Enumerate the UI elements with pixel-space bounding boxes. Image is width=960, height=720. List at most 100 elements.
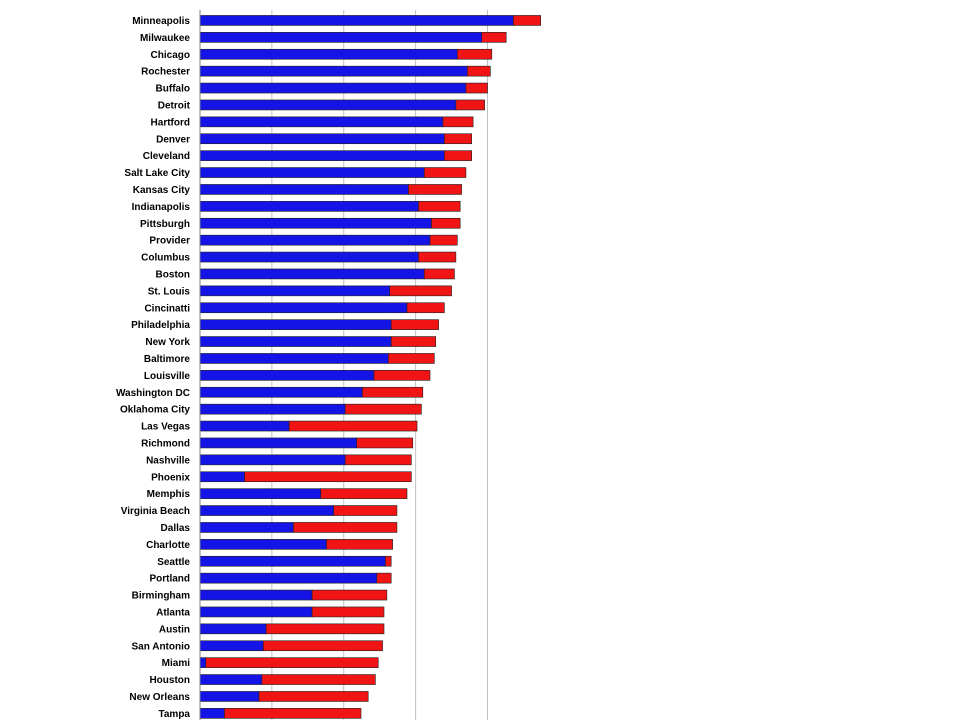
bar-segment-blue: [199, 488, 322, 499]
bar-segment-blue: [199, 234, 431, 246]
bar-segment-red: [265, 623, 385, 635]
category-label: Salt Lake City: [124, 168, 190, 179]
bar-segment-red: [444, 133, 472, 145]
bar-segment-blue: [199, 65, 468, 77]
bar-segment-red: [390, 319, 439, 330]
bar-segment-blue: [199, 708, 225, 719]
bar-segment-red: [455, 99, 485, 111]
bar-segment-blue: [199, 522, 294, 533]
category-label: New York: [145, 337, 190, 348]
bar-segment-red: [388, 353, 435, 364]
bar-segment-red: [262, 640, 383, 652]
category-label: Miami: [162, 658, 191, 669]
category-label: Virginia Beach: [121, 506, 190, 517]
bar-segment-blue: [199, 167, 425, 178]
bar-segment-red: [326, 539, 393, 550]
bar-segment-red: [513, 15, 541, 26]
category-label: Indianapolis: [132, 202, 191, 213]
bar-segment-red: [418, 251, 457, 263]
category-label: Columbus: [141, 253, 190, 264]
bar-segment-blue: [199, 691, 260, 702]
category-label: Charlotte: [146, 540, 190, 551]
bar-segment-red: [442, 116, 474, 128]
bar-segment-blue: [199, 370, 375, 381]
bars: [199, 15, 541, 719]
category-label: Milwaukee: [140, 33, 190, 44]
bar-segment-blue: [199, 217, 432, 229]
bar-segment-red: [423, 167, 467, 178]
bar-segment-red: [261, 674, 376, 685]
bar-segment-blue: [199, 420, 290, 432]
category-label: Cincinatti: [144, 303, 190, 314]
bar-segment-blue: [199, 150, 445, 161]
bar-segment-blue: [199, 606, 313, 618]
bar-segment-red: [311, 589, 388, 601]
category-label: Provider: [149, 236, 190, 247]
bar-segment-blue: [199, 302, 408, 314]
category-label: Oklahoma City: [120, 405, 190, 416]
bar-segment-blue: [199, 674, 263, 685]
category-label: Philadelphia: [131, 320, 190, 331]
bar-segment-blue: [199, 403, 346, 415]
bar-segment-red: [344, 403, 422, 415]
bar-segment-blue: [199, 623, 267, 635]
category-label: Rochester: [141, 67, 190, 78]
bar-segment-red: [465, 82, 488, 94]
bar-segment-blue: [199, 319, 392, 330]
bar-segment-blue: [199, 437, 357, 449]
bar-segment-blue: [199, 454, 346, 466]
category-label: Buffalo: [156, 84, 190, 95]
bar-segment-blue: [199, 336, 392, 347]
category-label: New Orleans: [129, 692, 190, 703]
category-label: Portland: [149, 574, 190, 585]
bar-segment-red: [385, 555, 392, 567]
bar-segment-blue: [199, 201, 419, 212]
bar-segment-red: [356, 437, 414, 449]
bar-segment-blue: [199, 133, 445, 145]
category-labels: Minneapolis Milwaukee Chicago Rochester Buff…: [116, 16, 191, 720]
category-label: Pittsburgh: [140, 219, 190, 230]
category-label: Washington DC: [116, 388, 190, 399]
bar-segment-red: [444, 150, 472, 161]
category-label: Denver: [156, 134, 190, 145]
bar-segment-red: [418, 201, 461, 212]
category-label: Richmond: [141, 438, 190, 449]
bar-segment-blue: [199, 268, 425, 280]
category-label: San Antonio: [131, 641, 190, 652]
bar-segment-red: [244, 471, 412, 483]
bar-segment-red: [389, 285, 452, 297]
bar-segment-blue: [199, 285, 391, 297]
category-label: St. Louis: [148, 286, 191, 297]
bar-segment-blue: [199, 386, 363, 398]
bar-segment-red: [373, 370, 431, 381]
bar-segment-blue: [199, 471, 245, 483]
bar-segment-red: [467, 65, 491, 77]
category-label: Hartford: [151, 117, 190, 128]
bar-segment-blue: [199, 555, 386, 567]
bar-segment-red: [408, 184, 462, 195]
bar-segment-blue: [199, 184, 409, 195]
bar-segment-blue: [199, 505, 334, 516]
bar-segment-blue: [199, 32, 483, 43]
bar-segment-red: [224, 708, 362, 719]
category-label: Memphis: [147, 489, 191, 500]
bar-segment-red: [390, 336, 437, 347]
bar-segment-red: [457, 48, 493, 60]
category-label: Baltimore: [144, 354, 191, 365]
bar-segment-red: [431, 217, 461, 229]
bar-segment-red: [311, 606, 385, 618]
bar-segment-blue: [199, 353, 389, 364]
bar-segment-red: [258, 691, 369, 702]
bar-segment-red: [429, 234, 458, 246]
category-label: Dallas: [161, 523, 191, 534]
bar-segment-red: [320, 488, 408, 499]
category-label: Kansas City: [133, 185, 191, 196]
bar-segment-blue: [199, 657, 207, 668]
bar-segment-blue: [199, 82, 467, 94]
bar-segment-red: [293, 522, 398, 533]
category-label: Cleveland: [143, 151, 190, 162]
bar-segment-red: [333, 505, 398, 516]
bar-segment-red: [362, 386, 424, 398]
category-label: Minneapolis: [132, 16, 190, 27]
